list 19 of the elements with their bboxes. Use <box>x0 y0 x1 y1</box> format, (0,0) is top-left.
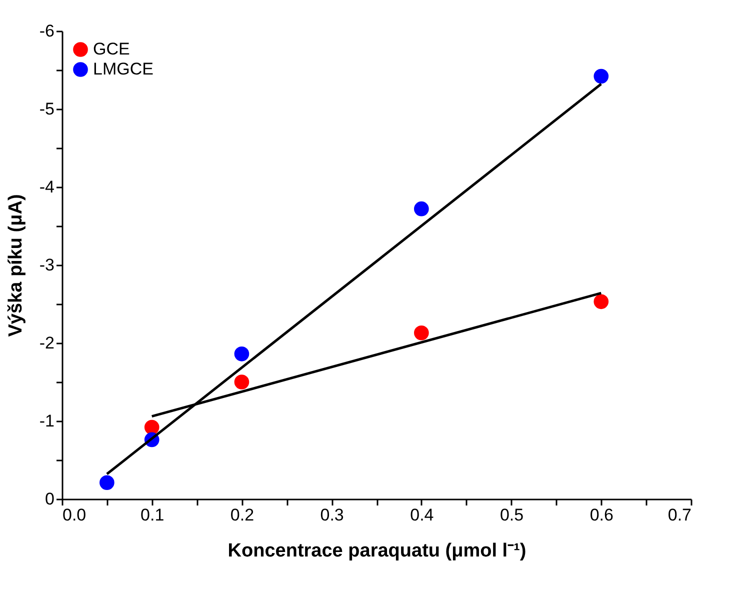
y-tick-label: -1 <box>39 412 54 430</box>
x-tick-label: 0.3 <box>320 506 344 524</box>
x-tick-label: 0.0 <box>62 506 86 524</box>
legend-label: LMGCE <box>93 60 154 78</box>
x-tick-label: 0.4 <box>410 506 434 524</box>
y-axis-title: Výška píku (μA) <box>5 194 26 337</box>
y-tick-label: -5 <box>39 100 54 118</box>
y-tick-label: -4 <box>39 178 54 196</box>
y-tick-label: -2 <box>39 334 54 352</box>
y-tick-label: 0 <box>45 490 54 508</box>
x-tick-label: 0.5 <box>500 506 524 524</box>
x-tick-label: 0.7 <box>668 506 692 524</box>
y-tick-label: -3 <box>39 256 54 274</box>
x-axis-title: Koncentrace paraquatu (μmol l⁻¹) <box>228 540 526 562</box>
y-tick-label: -6 <box>39 22 54 40</box>
legend-label: GCE <box>93 40 130 58</box>
x-tick-label: 0.2 <box>230 506 254 524</box>
x-tick-label: 0.6 <box>590 506 614 524</box>
x-tick-label: 0.1 <box>140 506 164 524</box>
